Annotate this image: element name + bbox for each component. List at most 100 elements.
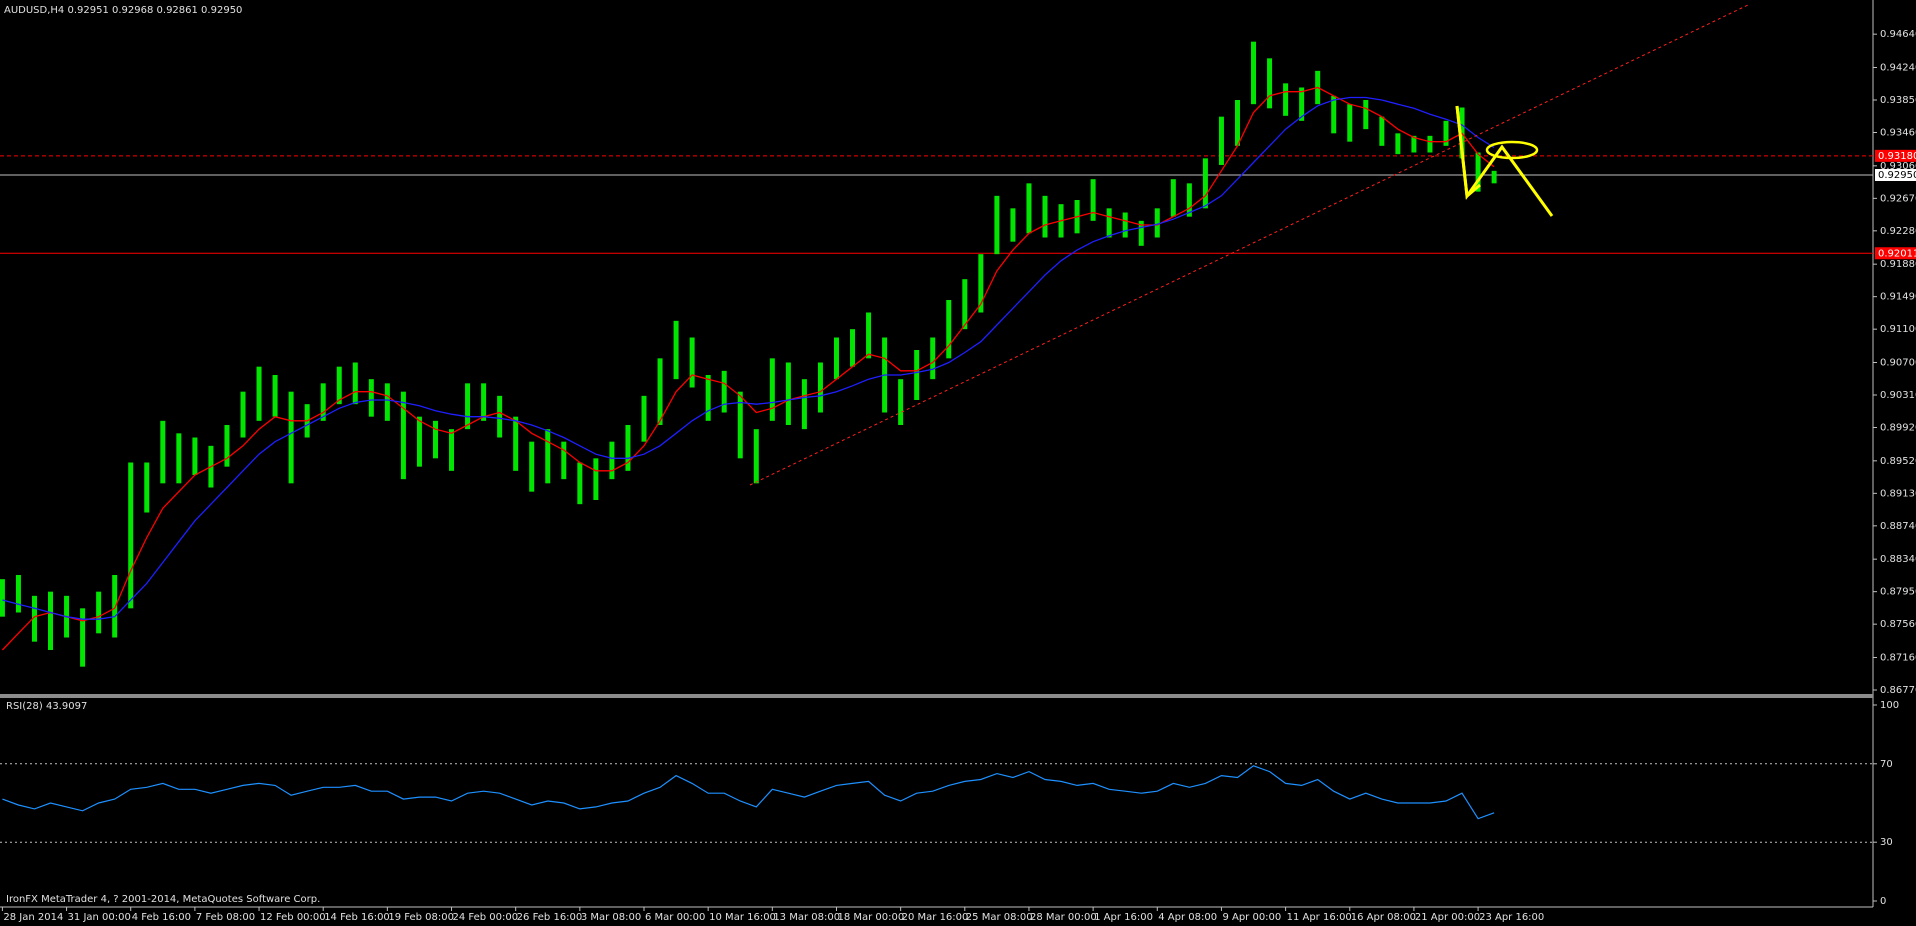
price-bar [31,595,37,642]
price-bar [1299,87,1305,121]
price-bar [1090,179,1096,221]
x-tick-label: 28 Mar 00:00 [1030,912,1097,923]
rsi-panel: 100 70 30 0 [0,700,1899,907]
price-bar [1251,41,1257,105]
price-bar [898,379,904,425]
price-bar [737,391,743,459]
price-bar [545,429,551,484]
panel-separator [0,694,1873,698]
price-bar [1411,135,1417,153]
price-bar [785,362,791,425]
x-tick-label: 25 Mar 08:00 [966,912,1033,923]
x-tick-label: 26 Feb 16:00 [517,912,583,923]
price-bar [48,591,54,650]
price-bar [288,391,294,484]
price-bar [513,416,519,471]
price-bar [577,462,583,505]
price-bar [256,366,262,421]
x-tick-label: 4 Apr 08:00 [1158,912,1217,923]
y-tick-label: 100 [1880,700,1899,711]
price-bar [529,441,535,492]
x-tick-label: 6 Mar 00:00 [645,912,705,923]
x-tick-label: 1 Apr 16:00 [1094,912,1153,923]
x-tick-label: 7 Feb 08:00 [196,912,255,923]
price-bar [400,391,406,480]
x-tick-label: 4 Feb 16:00 [132,912,191,923]
price-bar [192,437,198,475]
price-level-label: 0.93180 [1878,151,1916,162]
price-bar [1234,100,1240,146]
price-bar [817,362,823,413]
price-bar [160,420,166,484]
price-bar [449,429,455,471]
price-bar [593,458,599,500]
x-tick-label: 23 Apr 16:00 [1479,912,1544,923]
price-level-box [1875,169,1916,181]
price-bar [416,416,422,467]
price-level-box [1875,149,1916,162]
price-bar [497,395,503,438]
trend-line [749,3,1751,486]
moving-average [1,86,1495,651]
price-bar [368,379,374,417]
price-bar [866,312,872,359]
price-bar [320,383,326,421]
price-bar [1042,195,1048,238]
price-bar [224,425,230,467]
x-tick-label: 16 Apr 08:00 [1351,912,1416,923]
price-bar [946,300,952,359]
price-bar [1026,183,1032,234]
price-bar [1331,95,1337,134]
price-bar [705,375,711,421]
price-bar [1379,116,1385,146]
price-bar [80,608,86,667]
price-bar [96,591,102,634]
price-bar [352,362,358,405]
x-tick-label: 19 Feb 08:00 [388,912,454,923]
price-bar [1283,83,1289,116]
price-bar [465,383,471,430]
x-tick-label: 31 Jan 00:00 [68,912,131,923]
price-bar [0,579,5,617]
price-bar [978,254,984,313]
price-bar [1363,100,1369,130]
footer: IronFX MetaTrader 4, ? 2001-2014, MetaQu… [6,894,320,905]
price-bar [801,379,807,430]
price-bar [609,441,615,480]
price-bar [1106,208,1112,238]
x-tick-label: 20 Mar 16:00 [902,912,969,923]
target-ellipse [1485,140,1539,160]
price-bar [1491,170,1497,184]
x-tick-label: 28 Jan 2014 [3,912,63,923]
x-tick-label: 24 Feb 00:00 [453,912,519,923]
price-bar [721,370,727,413]
price-bar [336,366,342,405]
y-tick-label: 70 [1880,759,1893,770]
price-bar [914,350,920,400]
x-tick-label: 14 Feb 16:00 [324,912,390,923]
moving-average [2,96,1495,620]
price-bar [753,429,759,484]
x-tick-label: 21 Apr 00:00 [1415,912,1480,923]
price-bar [1010,208,1016,242]
price-bar [850,329,856,367]
price-bar [1267,58,1273,109]
price-bar [1218,116,1224,165]
price-bar [625,425,631,471]
